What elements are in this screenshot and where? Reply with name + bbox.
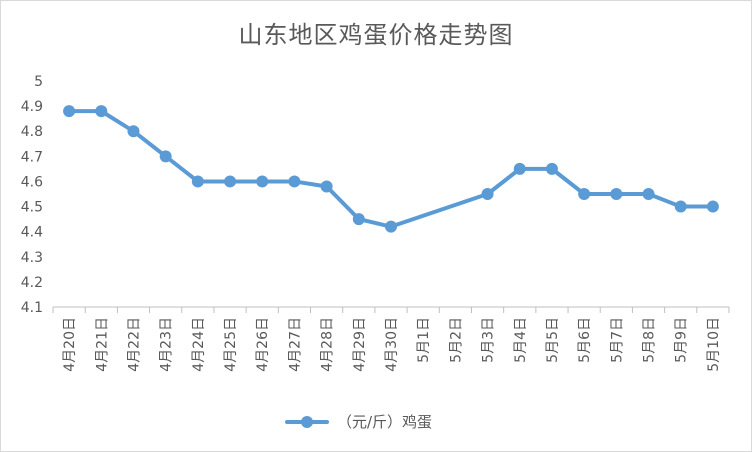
- data-point: [191, 175, 204, 188]
- data-point: [513, 162, 526, 175]
- x-tick-label: 5月9日: [674, 317, 690, 363]
- data-point: [642, 188, 655, 200]
- data-point: [385, 220, 397, 233]
- y-tick-label: 4.1: [21, 300, 43, 316]
- y-tick-label: 5: [34, 74, 43, 90]
- data-point: [706, 200, 719, 213]
- chart-title: 山东地区鸡蛋价格走势图: [238, 21, 514, 49]
- data-point: [674, 200, 687, 213]
- y-tick-label: 4.3: [21, 250, 43, 266]
- y-tick-label: 4.9: [21, 99, 43, 115]
- x-tick-label: 5月1日: [416, 317, 432, 363]
- y-axis-ticks: 4.1 4.2 4.3 4.4 4.5 4.6 4.7 4.8 4.9 5: [21, 74, 43, 316]
- data-point: [352, 213, 365, 226]
- x-axis-ticks: 4月20日 4月21日 4月22日 4月23日 4月24日 4月25日 4月26日 4月27日…: [62, 317, 722, 372]
- data-point: [224, 175, 237, 188]
- y-tick-label: 4.7: [21, 149, 43, 165]
- x-tick-label: 4月20日: [62, 317, 78, 372]
- x-tick-label: 4月27日: [287, 317, 303, 372]
- data-point: [610, 188, 623, 200]
- series-group: [63, 105, 719, 233]
- data-point: [545, 162, 558, 175]
- data-point: [288, 175, 301, 188]
- data-point: [256, 175, 269, 188]
- legend-swatch: [285, 411, 329, 431]
- x-tick-label: 4月26日: [255, 317, 271, 372]
- x-tick-label: 5月2日: [448, 317, 464, 363]
- x-tick-label: 5月10日: [706, 317, 722, 372]
- y-tick-label: 4.5: [21, 200, 43, 216]
- x-tick-label: 4月22日: [126, 317, 142, 372]
- data-point: [578, 188, 591, 200]
- x-tick-label: 4月28日: [320, 317, 336, 372]
- x-tick-label: 4月30日: [384, 317, 400, 372]
- y-tick-label: 4.8: [21, 124, 43, 140]
- x-tick-label: 5月6日: [577, 317, 593, 363]
- x-tick-label: 5月7日: [609, 317, 625, 363]
- legend: （元/斤）鸡蛋: [285, 409, 432, 433]
- data-point: [63, 105, 76, 118]
- x-tick-label: 4月23日: [159, 317, 175, 372]
- data-point: [95, 105, 108, 118]
- data-point: [320, 180, 333, 193]
- x-tick-label: 4月21日: [94, 317, 110, 372]
- data-point: [127, 125, 140, 138]
- y-tick-label: 4.2: [21, 275, 43, 291]
- y-tick-label: 4.4: [21, 225, 43, 241]
- x-tick-label: 4月25日: [223, 317, 239, 372]
- x-tick-label: 4月29日: [352, 317, 368, 372]
- x-tick-label: 5月5日: [545, 317, 561, 363]
- axes: [52, 306, 730, 313]
- x-tick-label: 5月4日: [513, 317, 529, 363]
- data-point: [481, 188, 494, 200]
- x-tick-label: 5月8日: [642, 317, 658, 363]
- x-tick-label: 4月24日: [191, 317, 207, 372]
- legend-label: （元/斤）鸡蛋: [337, 412, 433, 431]
- x-tick-label: 5月3日: [481, 317, 497, 363]
- series-line: [67, 109, 715, 229]
- data-point: [159, 150, 172, 163]
- y-tick-label: 4.6: [21, 174, 43, 190]
